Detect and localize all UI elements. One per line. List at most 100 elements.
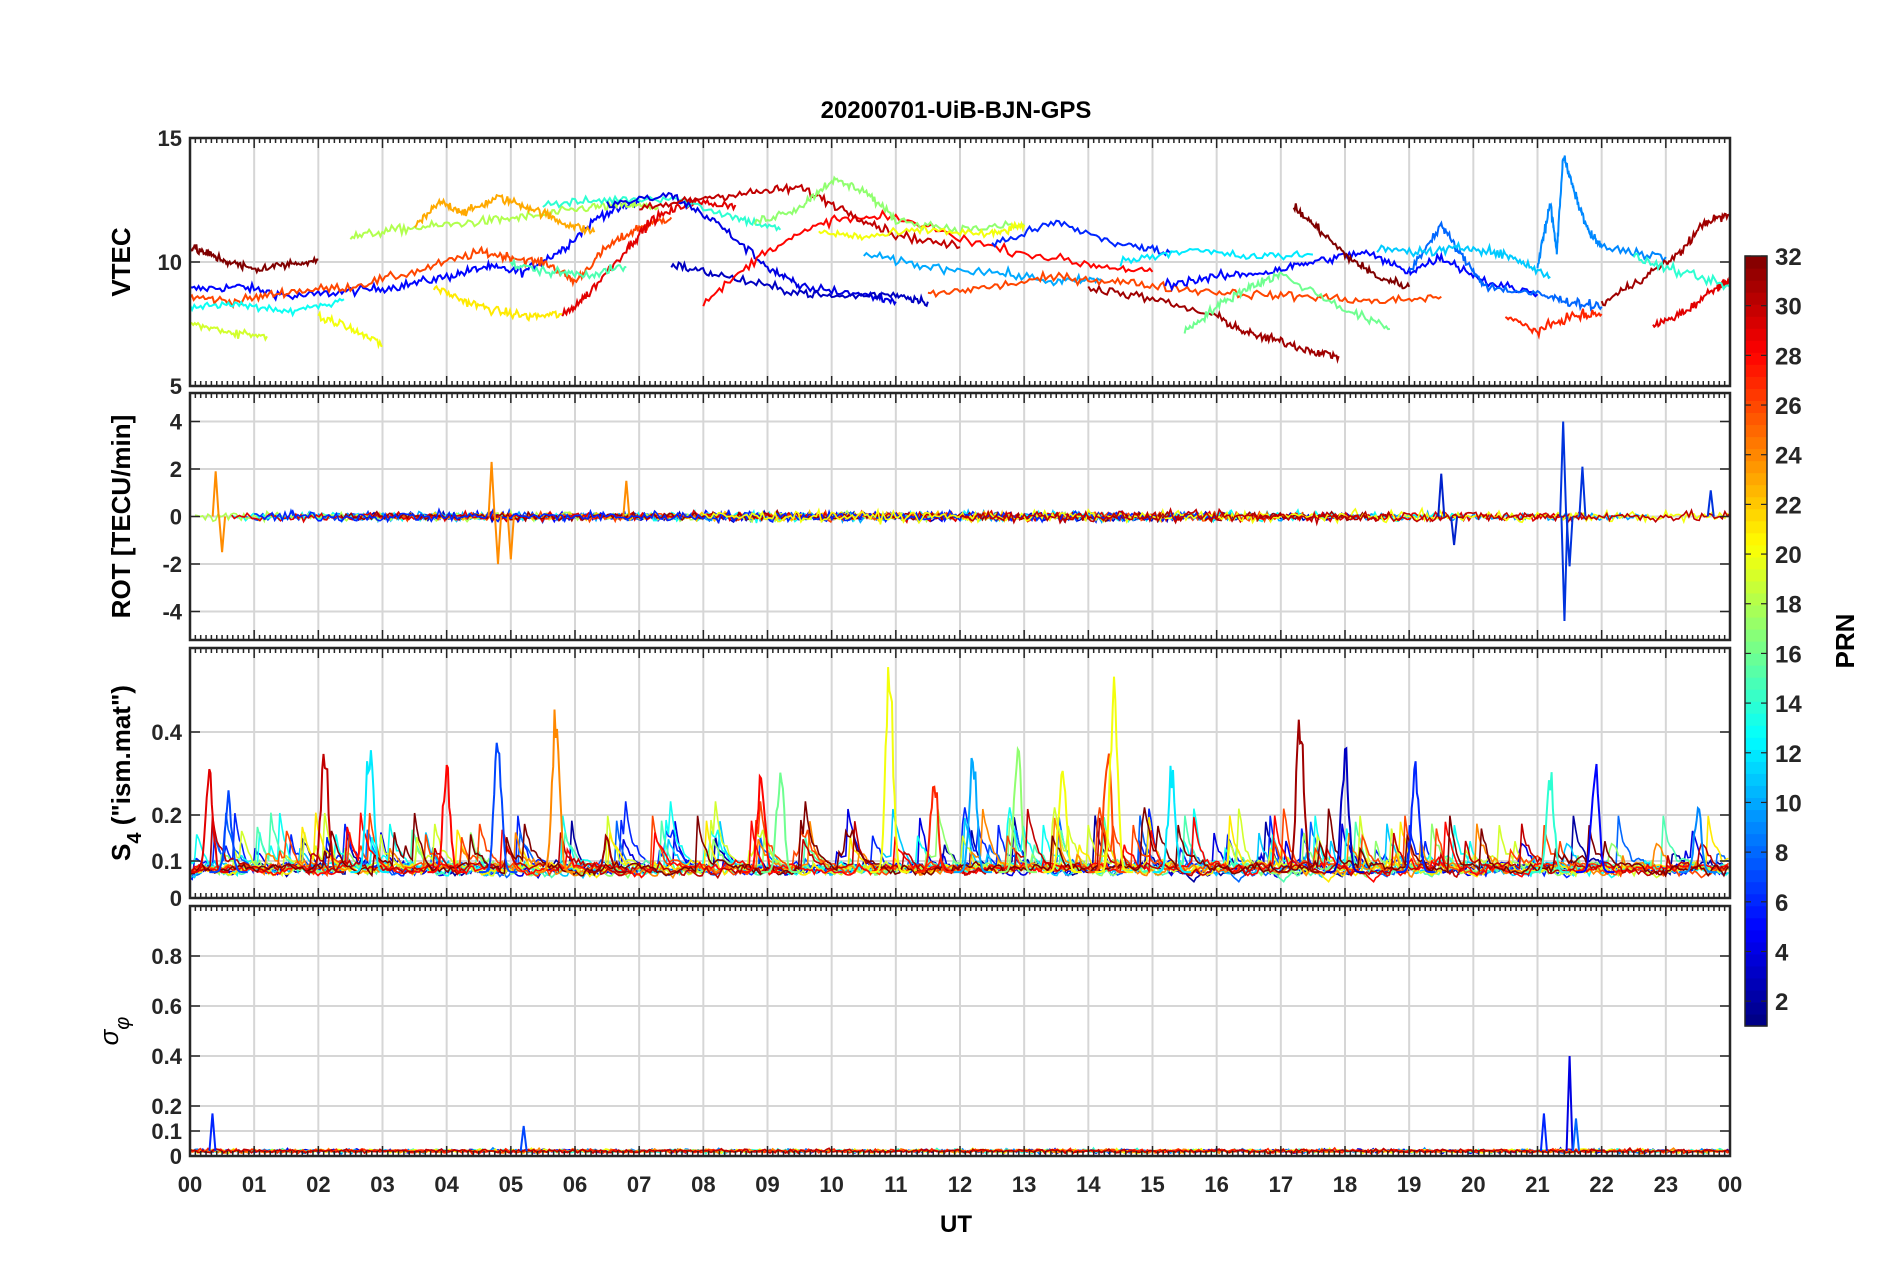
x-tick-label: 21: [1525, 1172, 1549, 1197]
x-tick-label: 00: [1718, 1172, 1742, 1197]
vtec-series-prn-5: [190, 199, 640, 302]
colorbar-cell: [1745, 833, 1767, 847]
colorbar-cell: [1745, 797, 1767, 811]
s4-peak-prn-5: [1576, 763, 1615, 874]
colorbar-cell: [1745, 1013, 1767, 1027]
y-axis-label: σφ: [94, 1017, 134, 1046]
vtec-series-prn-13: [190, 297, 345, 318]
s4-peak-prn-20: [1043, 770, 1082, 874]
colorbar-box: [1744, 255, 1768, 1027]
colorbar-cell: [1745, 857, 1767, 871]
colorbar-cell: [1745, 340, 1767, 353]
y-tick-label: 10: [158, 250, 182, 275]
colorbar-cell: [1745, 268, 1767, 281]
colorbar-tick-label: 20: [1775, 542, 1802, 569]
data-series: [194, 421, 1730, 622]
sigma-peak-prn-7: [519, 1125, 528, 1152]
y-tick-label: 0.4: [151, 720, 182, 745]
colorbar-tick-label: 2: [1775, 989, 1788, 1016]
colorbar-cell: [1745, 893, 1767, 907]
colorbar-cell: [1745, 544, 1767, 558]
x-tick-label: 13: [1012, 1172, 1036, 1197]
vtec-series-prn-26: [927, 269, 1442, 305]
rot-spike: [1706, 490, 1715, 517]
x-tick-label: 20: [1461, 1172, 1485, 1197]
y-tick-label: 5: [170, 374, 182, 399]
colorbar-cell: [1745, 460, 1767, 474]
s4-peak-prn-29: [190, 768, 229, 874]
colorbar-cell: [1745, 304, 1767, 317]
y-tick-label: 0.2: [151, 1094, 182, 1119]
colorbar-tick-label: 24: [1775, 443, 1802, 470]
s4-series-prn-28: [190, 812, 1729, 883]
sigma-peak-prn-6: [1539, 1113, 1548, 1152]
s4-peak-prn-7: [478, 742, 518, 874]
colorbar-cell: [1745, 881, 1767, 895]
y-axis-label-sub: 4: [124, 832, 146, 844]
colorbar-cell: [1745, 845, 1767, 859]
colorbar-tick-label: 22: [1775, 492, 1802, 519]
colorbar-cell: [1745, 604, 1767, 618]
rot-spike: [1437, 473, 1446, 517]
colorbar-cell: [1745, 436, 1767, 450]
colorbar-cell: [1745, 785, 1767, 799]
rot-spike: [622, 480, 631, 517]
vtec-series-prn-9: [1536, 155, 1667, 269]
y-tick-label: 0.6: [151, 994, 182, 1019]
vtec-series-prn-23: [414, 193, 596, 236]
colorbar-cell: [1745, 665, 1767, 678]
x-tick-label: 19: [1397, 1172, 1421, 1197]
x-tick-label: 18: [1333, 1172, 1357, 1197]
s4-peak-prn-6: [1396, 761, 1435, 874]
rot-spike: [218, 516, 227, 553]
colorbar-cell: [1745, 568, 1767, 582]
vtec-series-prn-14: [542, 194, 782, 232]
s4-series-prn-30: [190, 808, 1729, 880]
vtec-series-prn-31: [1087, 284, 1340, 365]
vtec-series-prn-21: [432, 284, 563, 322]
s4-peak-prn-17: [998, 745, 1037, 874]
sigma-peak-prn-8: [1572, 1118, 1580, 1152]
y-tick-label: -2: [162, 552, 182, 577]
s4-peak-prn-20: [870, 667, 909, 874]
vtec-series-prn-28: [702, 209, 1154, 307]
vtec-series-prn-32: [190, 244, 319, 275]
x-tick-label: 23: [1654, 1172, 1678, 1197]
colorbar-cell: [1745, 472, 1767, 486]
colorbar-cell: [1745, 448, 1767, 462]
colorbar-cell: [1745, 520, 1767, 534]
rot-spike: [506, 516, 515, 560]
s4-peak-prn-27: [915, 785, 954, 874]
s4-peak-prn-7: [209, 790, 248, 874]
colorbar-cell: [1745, 689, 1767, 702]
colorbar-cell: [1745, 388, 1767, 401]
colorbar-cell: [1745, 424, 1767, 438]
colorbar-tick-label: 4: [1775, 939, 1789, 966]
colorbar-cell: [1745, 701, 1767, 714]
colorbar-cell: [1745, 532, 1767, 546]
vtec-series-prn-5: [1164, 249, 1539, 298]
rot-spike: [487, 461, 496, 517]
sigma-peak-prn-6: [208, 1113, 217, 1152]
s4-peak-prn-16: [761, 772, 800, 874]
y-axis-label: S4 ("ism.mat"): [106, 685, 146, 861]
colorbar-cell: [1745, 749, 1767, 762]
colorbar-cell: [1745, 256, 1767, 269]
x-tick-label: 15: [1140, 1172, 1164, 1197]
x-tick-label: 05: [499, 1172, 523, 1197]
s4-peak-prn-28: [427, 764, 466, 874]
colorbar-cell: [1745, 917, 1767, 931]
x-tick-label: 08: [691, 1172, 715, 1197]
y-tick-label: 0: [170, 1144, 182, 1169]
rot-spike: [1565, 516, 1574, 567]
colorbar-cell: [1745, 761, 1767, 774]
y-axis-label-main: S: [106, 844, 136, 861]
y-axis-label: ROT [TECU/min]: [106, 415, 136, 619]
y-tick-label: 0.2: [151, 803, 182, 828]
vtec-series-prn-29: [1652, 276, 1730, 329]
y-tick-label: 0.4: [151, 1044, 182, 1069]
y-tick-label: 0.8: [151, 944, 182, 969]
y-tick-label: 4: [170, 410, 183, 435]
s4-peak-prn-24: [536, 709, 575, 874]
